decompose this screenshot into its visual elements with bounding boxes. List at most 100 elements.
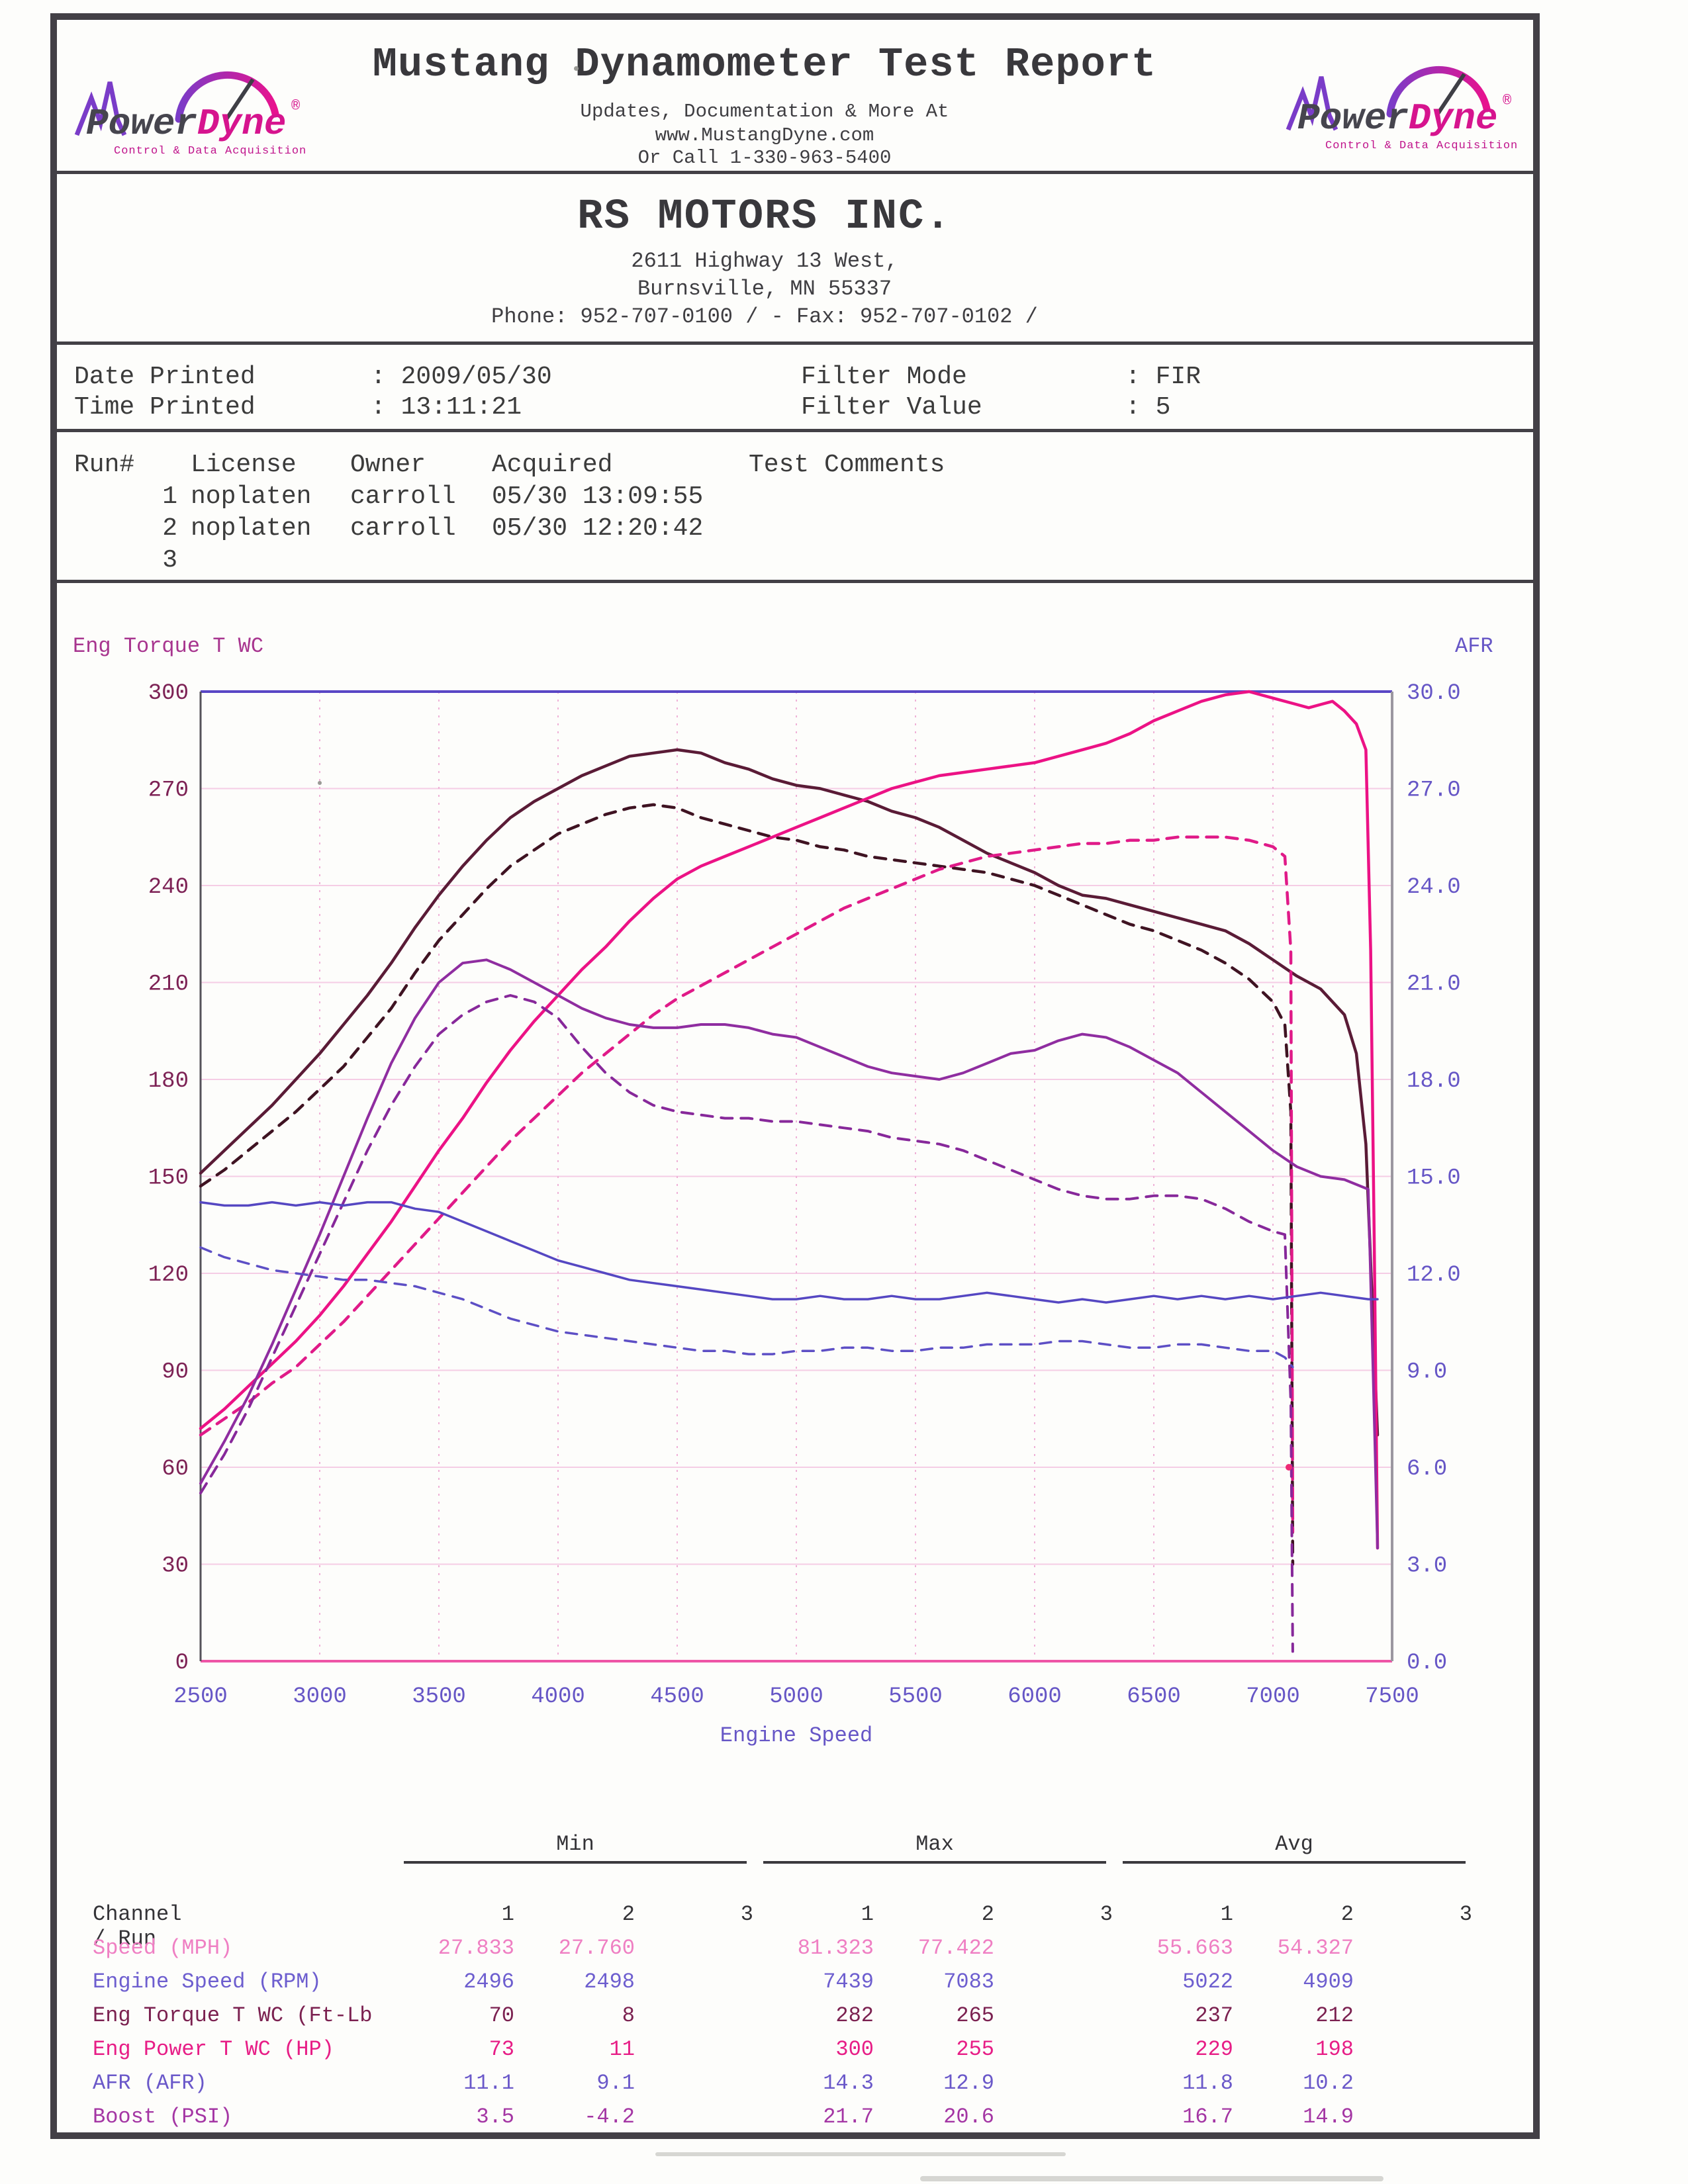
left-axis-tick: 30 (162, 1554, 189, 1579)
summary-value: 21.7 (823, 2105, 874, 2129)
dyno-chart: 0 30 60 90 120 150 180 210 240 270 300 0.0 3.0 6.0 9.0… (148, 681, 1461, 1709)
filter-value-label: Filter Value (801, 393, 982, 422)
registered-mark: ® (291, 98, 300, 114)
left-axis-tick: 0 (175, 1651, 189, 1676)
scan-smudge (655, 2152, 1066, 2156)
filter-mode-label: Filter Mode (801, 363, 967, 391)
summary-value: 9.1 (596, 2071, 635, 2095)
report-subtitle-3: Or Call 1-330-963-5400 (637, 147, 892, 169)
chart-right-axis-title: AFR (1455, 634, 1493, 659)
x-axis-tick: 7500 (1365, 1684, 1419, 1709)
business-address-1: 2611 Highway 13 West, (631, 249, 898, 273)
summary-group-header: Min (556, 1832, 594, 1856)
filter-value-value: : 5 (1125, 393, 1171, 422)
run-col-header: Test Comments (749, 451, 945, 479)
right-axis-tick: 9.0 (1407, 1360, 1447, 1385)
right-axis-tick: 3.0 (1407, 1554, 1447, 1579)
run-acquired: 05/30 13:09:55 (492, 482, 704, 511)
logo-tagline: Control & Data Acquisition (114, 145, 306, 158)
gauge-arc-icon (1386, 66, 1491, 118)
powerdyne-logo-graphic: Power Dyne ® Control & Data Acquisition (74, 71, 306, 158)
summary-value: 70 (489, 2003, 514, 2028)
business-phone-fax: Phone: 952-707-0100 / - Fax: 952-707-010… (491, 304, 1038, 329)
powerdyne-logo-graphic: Power Dyne ® Control & Data Acquisition (1286, 66, 1518, 152)
summary-value: 300 (835, 2037, 874, 2062)
summary-value: 282 (835, 2003, 874, 2028)
summary-value: 8 (622, 2003, 635, 2028)
summary-run-col-header: 1 (861, 1902, 874, 1927)
summary-channel-label: Boost (PSI) (93, 2105, 233, 2129)
summary-group-header: Avg (1275, 1832, 1313, 1856)
x-axis-tick: 6500 (1127, 1684, 1181, 1709)
series-afr-afr--run2 (199, 1246, 1294, 1369)
summary-run-col-header: 2 (622, 1902, 635, 1927)
summary-value: 2496 (463, 1970, 514, 1994)
summary-value: 7439 (823, 1970, 874, 1994)
summary-value: 11.1 (463, 2071, 514, 2095)
right-axis-tick: 0.0 (1407, 1651, 1447, 1676)
summary-run-col-header: 1 (501, 1902, 514, 1927)
summary-channel-label: Engine Speed (RPM) (93, 1970, 322, 1994)
summary-value: 16.7 (1182, 2105, 1233, 2129)
summary-value: 3.5 (476, 2105, 514, 2129)
section-divider-4 (57, 580, 1533, 583)
summary-value: 10.2 (1303, 2071, 1354, 2095)
summary-group-underline (763, 1861, 1106, 1864)
summary-value: 265 (956, 2003, 994, 2028)
run-number: 3 (162, 546, 177, 574)
summary-value: 198 (1315, 2037, 1354, 2062)
run-owner: carroll (350, 482, 456, 511)
chart-x-axis-title: Engine Speed (720, 1723, 873, 1748)
filter-mode-value: : FIR (1125, 363, 1201, 391)
scan-speck (318, 781, 322, 785)
logo-tagline: Control & Data Acquisition (1325, 140, 1518, 152)
business-name: RS MOTORS INC. (577, 193, 952, 241)
x-axis-tick: 7000 (1246, 1684, 1300, 1709)
left-axis-tick: 90 (162, 1360, 189, 1385)
brand-power: Power (1297, 97, 1409, 140)
powerdyne-logo-right: Power Dyne ® Control & Data Acquisition (1283, 48, 1541, 160)
left-axis-tick: 180 (148, 1069, 189, 1094)
left-axis-tick: 270 (148, 778, 189, 803)
gauge-arc-icon (175, 71, 279, 123)
summary-run-col-header: 2 (1340, 1902, 1354, 1927)
summary-value: 4909 (1303, 1970, 1354, 1994)
series-boost-psi--run1 (199, 958, 1379, 1550)
right-axis-tick: 15.0 (1407, 1166, 1461, 1191)
x-axis-tick: 4500 (650, 1684, 704, 1709)
scan-speck (574, 66, 579, 71)
summary-run-col-header: 3 (1459, 1902, 1472, 1927)
summary-channel-header: Channel / Run (93, 1902, 182, 1951)
gauge-needle-icon (224, 78, 255, 120)
scan-smudge (920, 2176, 1383, 2181)
summary-value: 73 (489, 2037, 514, 2062)
summary-value: 12.9 (943, 2071, 994, 2095)
right-axis-tick: 6.0 (1407, 1457, 1447, 1482)
summary-value: 77.422 (917, 1936, 994, 1960)
run-license: noplaten (191, 482, 312, 511)
gauge-needle-icon (1436, 73, 1466, 115)
series-eng-power-t-wc-hp--run2 (199, 835, 1295, 1533)
right-axis-tick: 12.0 (1407, 1263, 1461, 1288)
summary-value: 81.323 (797, 1936, 874, 1960)
series-eng-torque-t-wc-ft-lb--run2 (199, 803, 1295, 1566)
pulse-zigzag-icon (74, 81, 127, 136)
summary-value: 5022 (1182, 1970, 1233, 1994)
summary-run-col-header: 2 (981, 1902, 994, 1927)
registered-mark: ® (1503, 93, 1511, 109)
summary-value: 54.327 (1277, 1936, 1354, 1960)
summary-value: 11 (609, 2037, 635, 2062)
time-printed-label: Time Printed (74, 393, 256, 422)
summary-value: 14.3 (823, 2071, 874, 2095)
summary-value: 237 (1195, 2003, 1233, 2028)
summary-run-col-header: 1 (1220, 1902, 1233, 1927)
run-col-header: License (191, 451, 297, 479)
summary-value: 27.833 (438, 1936, 514, 1960)
run-col-header: Owner (350, 451, 426, 479)
x-axis-tick: 3000 (293, 1684, 347, 1709)
powerdyne-logo-left: Power Dyne ® Control & Data Acquisition (71, 53, 330, 165)
x-axis-tick: 5500 (888, 1684, 943, 1709)
series-eng-power-t-wc-hp--run1 (199, 690, 1380, 1550)
date-printed-value: : 2009/05/30 (371, 363, 552, 391)
x-axis-tick: 3500 (412, 1684, 466, 1709)
